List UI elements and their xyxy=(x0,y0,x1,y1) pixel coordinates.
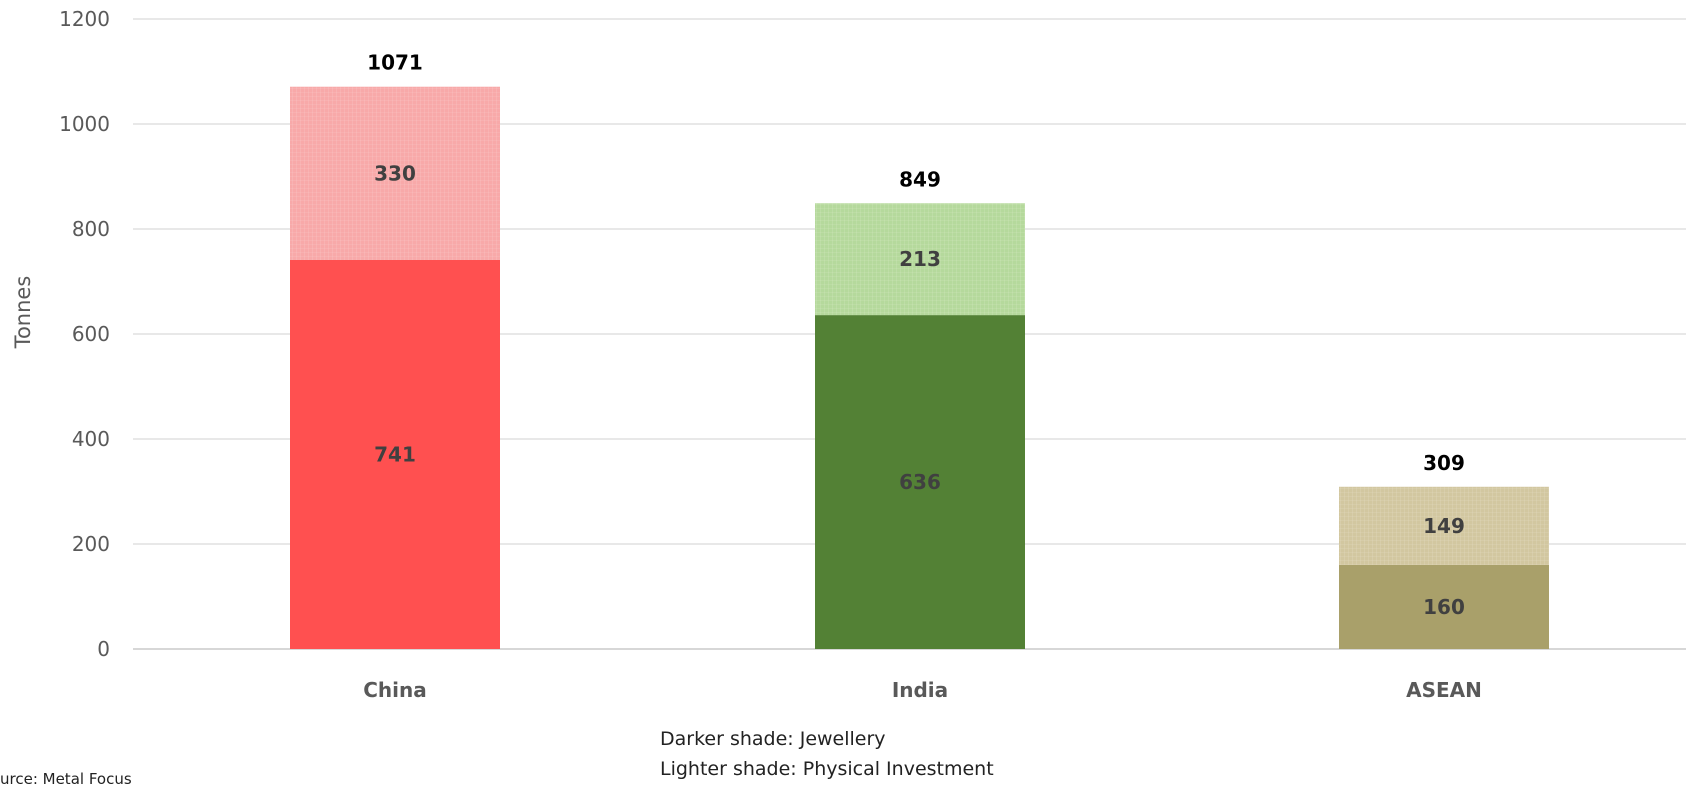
y-tick-label: 1000 xyxy=(59,112,110,136)
bar-investment-texture xyxy=(815,203,1025,316)
data-label-jewellery: 160 xyxy=(1423,595,1465,619)
y-tick-label: 400 xyxy=(72,427,110,451)
bar-jewellery xyxy=(815,315,1025,649)
y-tick-label: 200 xyxy=(72,532,110,556)
bar-jewellery xyxy=(1339,565,1549,649)
x-category-label: India xyxy=(892,678,948,702)
y-tick-label: 800 xyxy=(72,217,110,241)
data-label-total: 309 xyxy=(1423,451,1465,475)
y-tick-label: 0 xyxy=(97,637,110,661)
bars xyxy=(290,86,1549,649)
y-axis-label: Tonnes xyxy=(11,276,35,350)
bar-investment-texture xyxy=(290,86,500,260)
data-label-total: 849 xyxy=(899,167,941,191)
data-label-total: 1071 xyxy=(367,51,423,75)
y-tick-label: 600 xyxy=(72,322,110,346)
bar-investment-texture xyxy=(1339,486,1549,565)
y-axis-ticks: 0 200 400 600 800 1000 1200 xyxy=(59,7,110,661)
data-label-investment: 213 xyxy=(899,247,941,271)
x-category-label: China xyxy=(363,678,427,702)
legend-note-dark: Darker shade: Jewellery xyxy=(660,728,886,750)
x-category-label: ASEAN xyxy=(1406,678,1482,702)
y-tick-label: 1200 xyxy=(59,7,110,31)
data-label-investment: 330 xyxy=(374,161,416,185)
source-note: urce: Metal Focus xyxy=(0,770,132,788)
data-label-jewellery: 636 xyxy=(899,470,941,494)
bar-jewellery xyxy=(290,259,500,649)
data-labels: 741 330 1071 636 213 849 160 149 309 xyxy=(367,51,1465,619)
data-label-jewellery: 741 xyxy=(374,442,416,466)
x-axis-categories: China India ASEAN xyxy=(363,678,1482,702)
data-label-investment: 149 xyxy=(1423,514,1465,538)
legend-note-light: Lighter shade: Physical Investment xyxy=(660,758,994,780)
